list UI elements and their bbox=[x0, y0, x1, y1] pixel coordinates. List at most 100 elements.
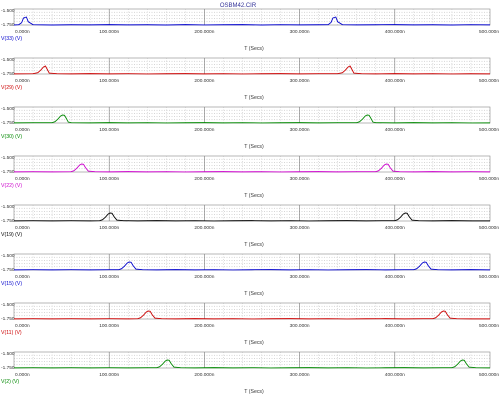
y-tick-label-top: -1.500 bbox=[1, 155, 15, 161]
x-tick-label: 100.000n bbox=[99, 78, 119, 84]
x-tick-label: 0.000n bbox=[15, 274, 30, 280]
y-tick-label-bottom: -1.750 bbox=[1, 365, 15, 371]
x-tick-label: 400.000n bbox=[385, 29, 405, 35]
x-tick-label: 300.000n bbox=[290, 127, 310, 133]
x-tick-label: 300.000n bbox=[290, 225, 310, 231]
x-tick-label: 200.000n bbox=[194, 29, 214, 35]
y-tick-label-bottom: -1.750 bbox=[1, 120, 15, 126]
series-line bbox=[13, 212, 490, 222]
series-label: V(2) (V) bbox=[1, 379, 19, 385]
chart-title: OSBM42.CIR bbox=[220, 3, 257, 9]
plot-frame bbox=[13, 57, 491, 75]
x-tick-label: 200.000n bbox=[194, 78, 214, 84]
x-tick-label: 200.000n bbox=[194, 127, 214, 133]
series-label: V(19) (V) bbox=[1, 232, 22, 238]
series-line bbox=[13, 65, 491, 75]
plot-frame bbox=[13, 106, 491, 124]
x-tick-label: 400.000n bbox=[385, 127, 405, 133]
y-tick-label-top: -1.500 bbox=[1, 253, 15, 259]
x-tick-label: 500.000n bbox=[479, 127, 499, 133]
x-tick-label: 0.000n bbox=[15, 29, 30, 35]
series-line bbox=[13, 114, 491, 124]
x-tick-label: 500.000n bbox=[479, 78, 499, 84]
x-tick-label: 500.000n bbox=[479, 323, 499, 329]
x-tick-label: 400.000n bbox=[385, 225, 405, 231]
series-label: V(15) (V) bbox=[1, 281, 22, 287]
x-tick-label: 300.000n bbox=[290, 78, 310, 84]
x-tick-label: 400.000n bbox=[385, 323, 405, 329]
x-tick-label: 200.000n bbox=[194, 176, 214, 182]
x-tick-label: 200.000n bbox=[194, 323, 214, 329]
y-tick-label-top: -1.500 bbox=[1, 8, 15, 14]
y-tick-label-top: -1.500 bbox=[1, 106, 15, 112]
x-tick-label: 400.000n bbox=[385, 274, 405, 280]
y-tick-label-bottom: -1.750 bbox=[1, 218, 15, 224]
x-axis-label: T (Secs) bbox=[244, 291, 264, 297]
x-tick-label: 0.000n bbox=[15, 176, 30, 182]
series-label: V(33) (V) bbox=[1, 36, 22, 42]
plot-frame bbox=[13, 204, 491, 222]
x-axis-label: T (Secs) bbox=[244, 95, 264, 101]
x-tick-label: 200.000n bbox=[194, 372, 214, 378]
x-tick-label: 0.000n bbox=[15, 323, 30, 329]
series-line bbox=[13, 261, 491, 271]
x-axis-label: T (Secs) bbox=[244, 389, 264, 395]
x-tick-label: 300.000n bbox=[290, 372, 310, 378]
x-tick-label: 300.000n bbox=[290, 29, 310, 35]
x-tick-label: 400.000n bbox=[385, 78, 405, 84]
y-tick-label-bottom: -1.750 bbox=[1, 22, 15, 28]
plot-frame bbox=[13, 155, 491, 173]
series-label: V(22) (V) bbox=[1, 183, 22, 189]
x-tick-label: 500.000n bbox=[479, 372, 499, 378]
x-tick-label: 100.000n bbox=[99, 176, 119, 182]
x-tick-label: 0.000n bbox=[15, 225, 30, 231]
x-tick-label: 100.000n bbox=[99, 323, 119, 329]
x-tick-label: 200.000n bbox=[194, 225, 214, 231]
x-tick-label: 0.000n bbox=[15, 372, 30, 378]
y-tick-label-top: -1.500 bbox=[1, 302, 15, 308]
x-axis-label: T (Secs) bbox=[244, 144, 264, 150]
x-tick-label: 300.000n bbox=[290, 274, 310, 280]
x-tick-label: 400.000n bbox=[385, 176, 405, 182]
y-tick-label-bottom: -1.750 bbox=[1, 267, 15, 273]
x-tick-label: 100.000n bbox=[99, 127, 119, 133]
x-axis-label: T (Secs) bbox=[244, 193, 264, 199]
y-tick-label-top: -1.500 bbox=[1, 351, 15, 357]
x-tick-label: 100.000n bbox=[99, 372, 119, 378]
series-line bbox=[13, 163, 491, 173]
x-tick-label: 400.000n bbox=[385, 372, 405, 378]
x-tick-label: 100.000n bbox=[99, 29, 119, 35]
x-tick-label: 0.000n bbox=[15, 127, 30, 133]
plot-frame bbox=[13, 351, 491, 369]
series-line bbox=[13, 16, 491, 26]
series-label: V(29) (V) bbox=[1, 85, 22, 91]
x-tick-label: 0.000n bbox=[15, 78, 30, 84]
plot-frame bbox=[13, 302, 491, 320]
x-axis-label: T (Secs) bbox=[244, 46, 264, 52]
x-tick-label: 500.000n bbox=[479, 274, 499, 280]
y-tick-label-bottom: -1.750 bbox=[1, 71, 15, 77]
x-tick-label: 300.000n bbox=[290, 323, 310, 329]
plot-frame bbox=[13, 8, 491, 26]
x-tick-label: 100.000n bbox=[99, 274, 119, 280]
x-tick-label: 500.000n bbox=[479, 29, 499, 35]
series-label: V(11) (V) bbox=[1, 330, 22, 336]
x-tick-label: 100.000n bbox=[99, 225, 119, 231]
series-line bbox=[13, 310, 490, 320]
series-line bbox=[13, 359, 491, 369]
y-tick-label-bottom: -1.750 bbox=[1, 169, 15, 175]
y-tick-label-top: -1.500 bbox=[1, 57, 15, 63]
y-tick-label-top: -1.500 bbox=[1, 204, 15, 210]
y-tick-label-bottom: -1.750 bbox=[1, 316, 15, 322]
x-tick-label: 500.000n bbox=[479, 225, 499, 231]
